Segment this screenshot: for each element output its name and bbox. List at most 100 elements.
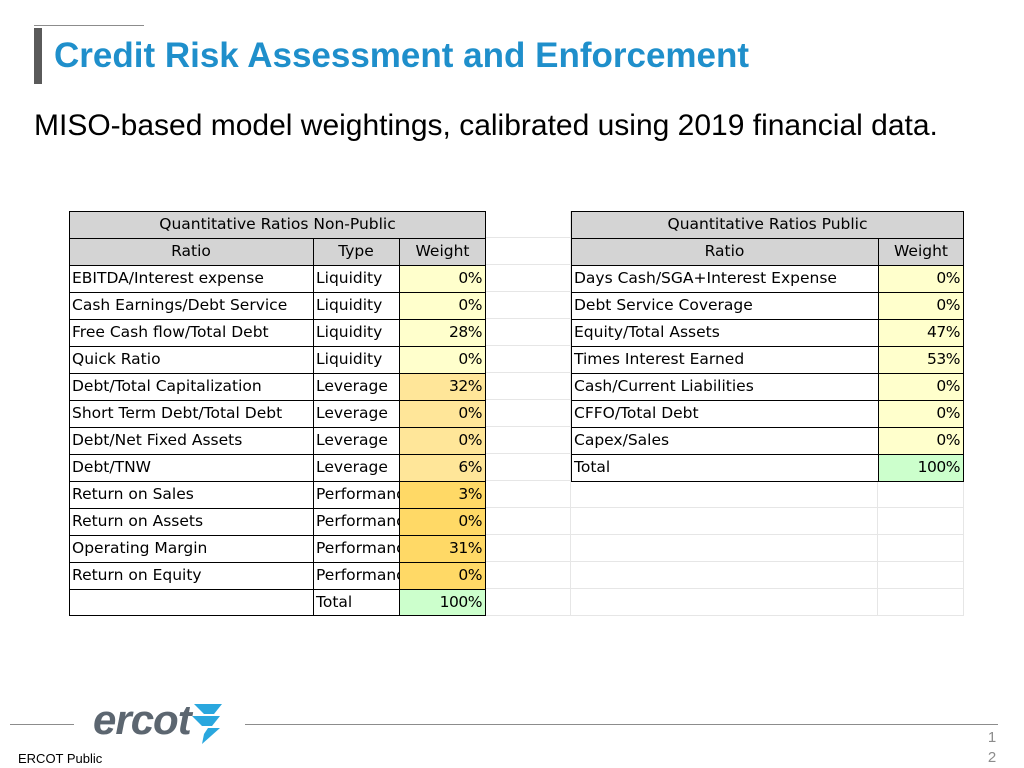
table-border [69,319,486,320]
empty-cell [878,481,964,508]
nonpublic-row-type: Performance [316,566,399,584]
public-row-ratio: Days Cash/SGA+Interest Expense [574,269,837,287]
lightning-bolt-icon [192,704,222,744]
nonpublic-row-ratio: Operating Margin [72,539,208,557]
table-border [69,373,486,374]
nonpublic-row-weight: 0% [399,400,486,427]
table-border [313,238,314,616]
table-border [878,238,879,482]
empty-cell [486,292,571,319]
nonpublic-row-type: Liquidity [316,323,383,341]
nonpublic-header-ratio: Ratio [69,238,313,265]
table-border [69,562,486,563]
nonpublic-row-ratio: Quick Ratio [72,350,161,368]
public-row-ratio: Times Interest Earned [574,350,745,368]
table-border [571,346,964,347]
public-header-weight: Weight [878,238,964,265]
nonpublic-row-ratio: Cash Earnings/Debt Service [72,296,288,314]
table-border [485,211,486,616]
public-row-ratio: Capex/Sales [574,431,670,449]
empty-cell [486,508,571,535]
nonpublic-row-type: Liquidity [316,296,383,314]
nonpublic-row-weight: 0% [399,562,486,589]
page-number: 1 2 [986,728,998,768]
nonpublic-row-type: Leverage [316,458,388,476]
public-row-weight: 47% [878,319,964,346]
public-row-weight: 0% [878,400,964,427]
table-border [69,535,486,536]
table-border [571,265,964,266]
nonpublic-row-ratio: Debt/Net Fixed Assets [72,431,243,449]
footer-label: ERCOT Public [18,751,103,766]
public-total-label: Total [574,458,611,476]
nonpublic-row-ratio: EBITDA/Interest expense [72,269,264,287]
table-border [69,265,486,266]
empty-cell [571,535,878,562]
empty-cell [486,346,571,373]
empty-cell [486,562,571,589]
public-row-ratio: Equity/Total Assets [574,323,720,341]
table-border [69,615,486,616]
table-border [399,238,400,616]
nonpublic-header-type: Type [313,238,399,265]
nonpublic-row-weight: 0% [399,346,486,373]
public-row-weight: 0% [878,292,964,319]
empty-cell [486,535,571,562]
nonpublic-row-type: Liquidity [316,350,383,368]
empty-cell [486,427,571,454]
table-border [69,400,486,401]
public-row-ratio: Cash/Current Liabilities [574,377,754,395]
nonpublic-row-weight: 31% [399,535,486,562]
footer-rule-right [245,724,998,725]
table-border [69,589,486,590]
ercot-logo: ercot [93,696,192,743]
ratio-weightings-sheet: Quantitative Ratios Non-Public Ratio Type W… [0,211,1024,617]
empty-cell [486,589,571,616]
empty-cell [486,211,571,238]
nonpublic-row-type: Liquidity [316,269,383,287]
public-header-ratio: Ratio [571,238,878,265]
nonpublic-row-type: Performance [316,485,399,503]
nonpublic-row-weight: 0% [399,292,486,319]
table-border [571,373,964,374]
nonpublic-row-type: Performance [316,539,399,557]
nonpublic-row-type: Performance [316,512,399,530]
nonpublic-row-ratio: Return on Assets [72,512,204,530]
nonpublic-row-ratio: Debt/TNW [72,458,151,476]
empty-cell [878,562,964,589]
slide-subtitle: MISO-based model weightings, calibrated … [34,109,938,142]
title-accent-bar [34,28,42,84]
nonpublic-row-weight: 3% [399,481,486,508]
table-border [69,454,486,455]
nonpublic-row-ratio: Debt/Total Capitalization [72,377,262,395]
public-total-weight: 100% [878,454,964,481]
table-border [571,319,964,320]
public-row-weight: 0% [878,427,964,454]
public-row-weight: 53% [878,346,964,373]
table-border [69,238,486,239]
table-border [571,292,964,293]
slide-title: Credit Risk Assessment and Enforcement [54,36,750,75]
nonpublic-row-weight: 0% [399,508,486,535]
footer-rule-left [10,724,74,725]
table-border [69,481,486,482]
table-border [69,346,486,347]
nonpublic-total-weight: 100% [399,589,486,616]
table-border [963,211,964,482]
nonpublic-row-weight: 0% [399,265,486,292]
nonpublic-row-weight: 6% [399,454,486,481]
nonpublic-row-ratio: Short Term Debt/Total Debt [72,404,283,422]
table-border [69,508,486,509]
table-border [69,292,486,293]
empty-cell [486,319,571,346]
table-border [69,211,486,212]
nonpublic-table-title: Quantitative Ratios Non-Public [69,211,486,238]
nonpublic-row-ratio: Return on Sales [72,485,194,503]
table-border [571,211,964,212]
public-row-weight: 0% [878,373,964,400]
public-row-ratio: CFFO/Total Debt [574,404,699,422]
title-rule [34,25,144,26]
nonpublic-row-type: Leverage [316,377,388,395]
page-number-bottom: 2 [987,749,997,766]
table-border [571,454,964,455]
